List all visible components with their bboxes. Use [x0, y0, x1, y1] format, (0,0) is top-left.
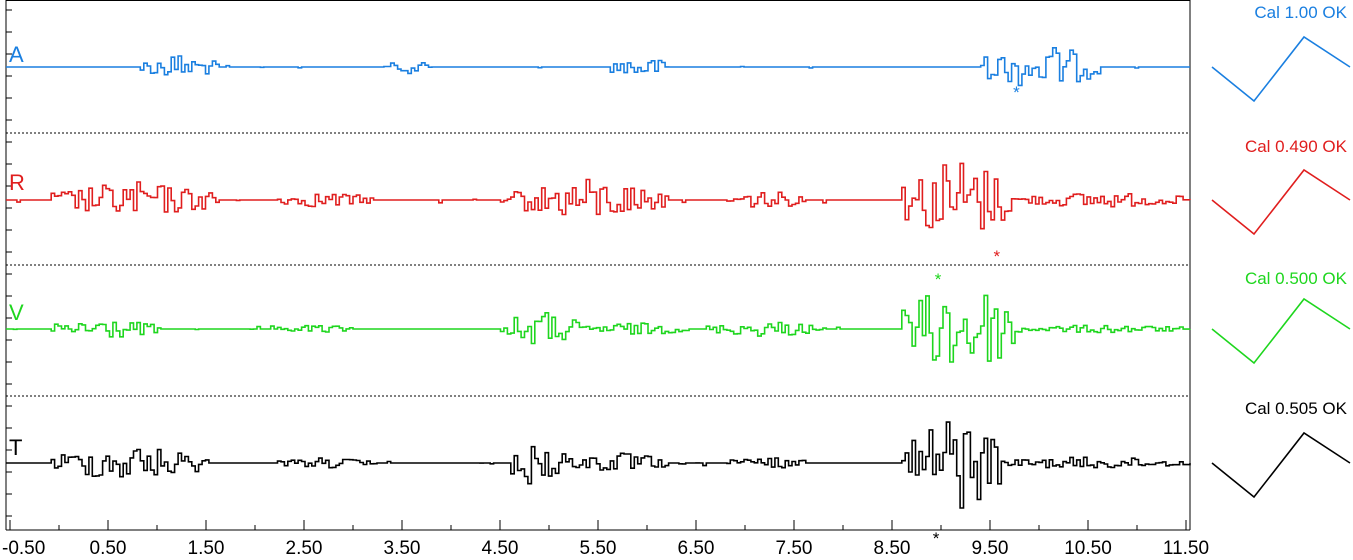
x-tick-label: -0.50	[2, 538, 45, 559]
waveform-V	[6, 294, 1191, 363]
channel-label-A: A	[9, 42, 24, 67]
x-tick-label: 9.50	[972, 538, 1009, 559]
cal-pulse-R	[1211, 168, 1351, 236]
channel-labels: A R V T	[9, 42, 25, 460]
x-tick-label: 7.50	[776, 538, 813, 559]
pick-markers: * * * *	[933, 83, 1020, 548]
cal-text-V: Cal 0.500 OK	[1245, 269, 1348, 288]
calibration-panels: Cal 1.00 OK Cal 0.490 OK Cal 0.500 OK Cal 0…	[1211, 3, 1351, 499]
pick-marker-A: *	[1013, 83, 1020, 102]
channel-separators	[6, 132, 1190, 397]
waveform-T	[6, 421, 1191, 509]
cal-text-R: Cal 0.490 OK	[1245, 137, 1348, 156]
waveform-A	[6, 47, 1190, 87]
cal-text-A: Cal 1.00 OK	[1254, 3, 1347, 22]
x-tick-label: 0.50	[90, 538, 127, 559]
cal-text-T: Cal 0.505 OK	[1245, 399, 1348, 418]
cal-pulse-A	[1211, 35, 1351, 103]
pick-marker-R: *	[994, 247, 1001, 266]
pick-marker-V: *	[935, 270, 942, 289]
cal-pulse-T	[1211, 431, 1351, 499]
waveform-traces	[6, 47, 1191, 509]
x-axis: -0.50 0.50 1.50 2.50 3.50 4.50 5.50 6.50 7.50 8.5…	[2, 520, 1209, 559]
x-tick-label: 3.50	[384, 538, 421, 559]
x-tick-label: 4.50	[482, 538, 519, 559]
channel-label-R: R	[9, 170, 25, 195]
x-tick-label: 8.50	[874, 538, 911, 559]
channel-label-T: T	[9, 435, 22, 460]
x-tick-label: 11.50	[1163, 538, 1209, 559]
x-tick-label: 6.50	[678, 538, 715, 559]
waveform-R	[6, 162, 1191, 230]
cal-pulse-V	[1211, 297, 1351, 365]
y-ticks	[6, 9, 12, 517]
x-tick-label: 1.50	[188, 538, 225, 559]
pick-marker-T: *	[933, 529, 940, 548]
x-tick-label: 5.50	[580, 538, 617, 559]
x-tick-label: 2.50	[286, 538, 323, 559]
x-tick-label: 10.50	[1064, 538, 1112, 559]
channel-label-V: V	[9, 300, 24, 325]
